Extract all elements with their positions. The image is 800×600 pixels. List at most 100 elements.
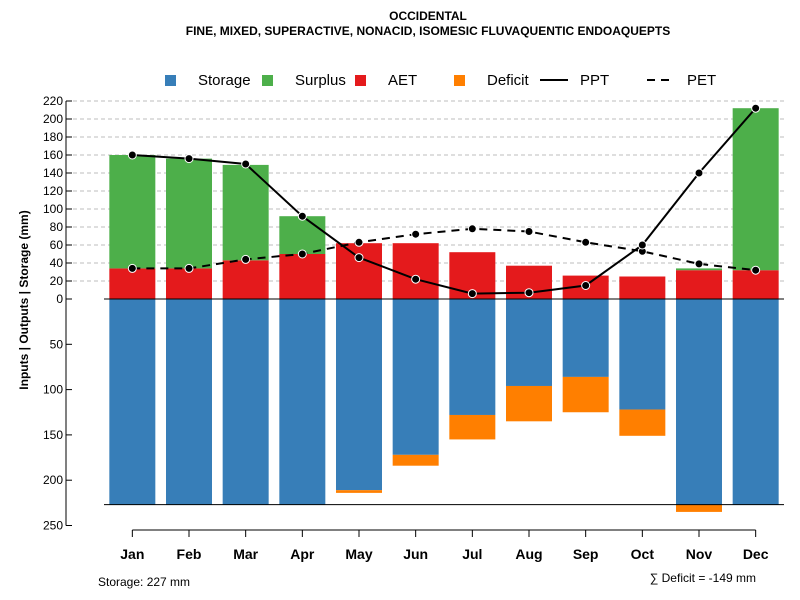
pet-point [184, 263, 194, 273]
surplus-bar [676, 268, 722, 271]
pet-point [411, 229, 421, 239]
pet-point [467, 224, 477, 234]
surplus-bar [109, 155, 156, 269]
storage-bar [166, 299, 212, 505]
y-tick-label: 100 [43, 383, 63, 397]
aet-bar [109, 268, 156, 299]
y-tick-label: 160 [43, 148, 63, 162]
y-tick-label: 40 [50, 256, 64, 270]
legend-label: Deficit [487, 72, 530, 89]
ppt-line [132, 107, 757, 295]
month-label: May [345, 546, 372, 562]
ppt-point [184, 154, 194, 164]
legend-swatch [165, 75, 176, 86]
aet-bar [676, 270, 722, 299]
pet-line [132, 227, 756, 272]
storage-bar [336, 299, 382, 491]
y-tick-label: 200 [43, 112, 63, 126]
aet-bar [336, 243, 382, 299]
ppt-point [524, 288, 534, 298]
y-tick-label: 180 [43, 130, 63, 144]
month-label: Jun [403, 546, 428, 562]
deficit-bar [336, 490, 382, 493]
storage-bar [392, 299, 439, 455]
month-label: Nov [686, 546, 713, 562]
y-tick-label: 120 [43, 184, 63, 198]
pet-point [354, 237, 364, 247]
storage-bar [279, 299, 326, 505]
y-tick-label: 150 [43, 428, 63, 442]
legend-label: PPT [580, 72, 609, 89]
ppt-point [354, 253, 364, 263]
storage-bar [506, 299, 552, 386]
month-label: Sep [573, 546, 599, 562]
bars [109, 108, 779, 512]
aet-bar [619, 276, 666, 299]
ppt-point [637, 240, 647, 250]
storage-bar [562, 299, 609, 377]
y-tick-label: 80 [50, 220, 64, 234]
surplus-bar [279, 216, 326, 254]
surplus-bar [166, 158, 212, 269]
pet-point [524, 227, 534, 236]
pet-point [694, 259, 704, 269]
y-axis-label: Inputs | Outputs | Storage (mm) [17, 210, 31, 389]
storage-bar [732, 299, 779, 505]
ppt-point [411, 274, 421, 284]
y-tick-label: 200 [43, 473, 63, 487]
storage-bar [222, 299, 269, 505]
storage-bar [619, 299, 666, 410]
ppt-point [751, 103, 761, 113]
y-tick-label: 60 [50, 238, 64, 252]
ppt-point [241, 159, 251, 169]
legend-label: Surplus [295, 72, 346, 89]
deficit-bar [506, 385, 552, 422]
month-label: Feb [177, 546, 202, 562]
month-label: Apr [290, 546, 315, 562]
aet-bar [392, 243, 439, 299]
chart-title: OCCIDENTAL [389, 9, 467, 23]
legend-swatch [355, 75, 366, 86]
pet-point [127, 263, 137, 273]
y-tick-label: 100 [43, 202, 63, 216]
month-label: Oct [631, 546, 655, 562]
pet-point [241, 254, 251, 264]
legend-swatch [454, 75, 465, 86]
month-label: Mar [233, 546, 258, 562]
aet-bar [732, 270, 779, 299]
y-tick-label: 0 [56, 292, 63, 306]
legend-swatch [262, 75, 273, 86]
pet-point [297, 249, 307, 259]
deficit-bar [449, 414, 496, 440]
deficit-bar [392, 454, 439, 466]
surplus-bar [732, 108, 779, 271]
axes: 0 20 40 60 80 100 120 140 160 180 200 220 50 100 150 20… [43, 94, 784, 562]
deficit-bar [619, 409, 666, 436]
pet-point [581, 237, 591, 247]
ppt-point [467, 289, 477, 299]
storage-bar [109, 299, 156, 505]
aet-bar [166, 268, 212, 299]
deficit-footer: ∑ Deficit = -149 mm [650, 571, 756, 585]
aet-bar [279, 254, 326, 299]
month-label: Jan [120, 546, 144, 562]
month-label: Aug [515, 546, 542, 562]
legend-label: Storage [198, 72, 251, 89]
legend-label: AET [388, 72, 417, 89]
y-tick-label: 140 [43, 166, 63, 180]
deficit-bar [562, 376, 609, 413]
month-label: Jul [462, 546, 482, 562]
ppt-point [581, 281, 591, 290]
aet-bar [222, 260, 269, 299]
deficit-bar [676, 504, 722, 512]
surplus-bar [222, 164, 269, 261]
month-label: Dec [743, 546, 769, 562]
y-tick-label: 250 [43, 519, 63, 533]
ppt-point [127, 150, 137, 160]
storage-footer: Storage: 227 mm [98, 575, 190, 589]
pet-point [751, 265, 761, 275]
lines [127, 103, 761, 299]
ppt-point [694, 168, 704, 178]
y-tick-label: 220 [43, 94, 63, 108]
